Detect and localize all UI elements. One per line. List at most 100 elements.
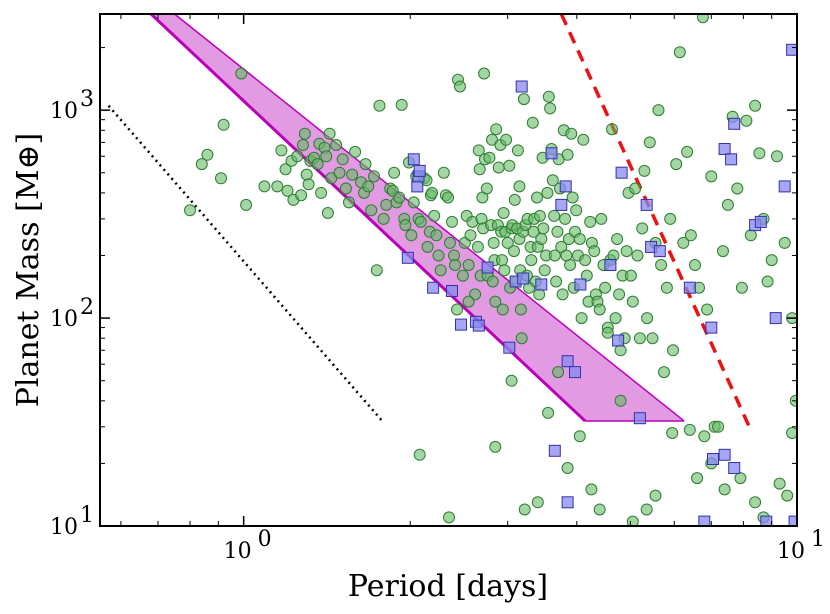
square-point	[411, 180, 424, 193]
circle-point	[735, 281, 748, 294]
circle-point	[689, 259, 701, 271]
circle-point	[414, 215, 427, 228]
circle-point	[611, 233, 624, 245]
x-tick-exponent: 1	[811, 527, 825, 552]
circle-point	[240, 198, 253, 211]
circle-point	[614, 394, 627, 407]
circle-point	[201, 148, 214, 161]
circle-point	[271, 180, 284, 193]
circle-point	[320, 150, 333, 163]
circle-point	[721, 198, 734, 211]
circle-point	[492, 161, 505, 174]
circle-point	[606, 123, 618, 136]
circle-point	[330, 139, 343, 151]
circle-point	[279, 163, 292, 176]
circle-point	[577, 133, 590, 146]
circle-point	[315, 186, 328, 199]
circle-point	[184, 204, 196, 217]
circle-point	[731, 182, 744, 195]
circle-point	[496, 303, 509, 316]
circle-point	[430, 229, 443, 242]
circle-point	[781, 489, 794, 502]
square-point	[612, 334, 625, 347]
circle-point	[487, 236, 500, 249]
square-point	[705, 321, 718, 334]
circle-point	[584, 215, 597, 228]
circle-point	[503, 159, 516, 172]
circle-point	[339, 182, 352, 195]
circle-point	[295, 189, 308, 202]
circle-point	[449, 259, 461, 271]
square-point	[515, 80, 528, 93]
square-point	[754, 215, 767, 228]
circle-point	[321, 207, 334, 219]
circle-point	[370, 264, 383, 277]
circle-point	[575, 312, 588, 325]
circle-point	[636, 222, 649, 235]
circle-point	[749, 99, 762, 112]
circle-point	[561, 148, 574, 161]
circle-point	[526, 116, 539, 129]
circle-point	[749, 496, 762, 509]
circle-point	[515, 332, 528, 345]
square-point	[569, 366, 581, 379]
circle-point	[195, 158, 208, 171]
x-axis-title: Period [days]	[348, 569, 548, 604]
y-tick-exponent: 3	[80, 87, 94, 112]
x-tick-exponent: 0	[258, 527, 272, 552]
circle-point	[580, 269, 593, 282]
circle-point	[399, 219, 412, 232]
circle-point	[349, 145, 362, 158]
circle-point	[599, 281, 612, 294]
circle-point	[428, 209, 441, 222]
circle-point	[325, 172, 338, 185]
circle-point	[377, 212, 390, 225]
circle-point	[258, 180, 271, 193]
circle-point	[365, 204, 378, 217]
circle-point	[718, 483, 731, 496]
circle-point	[514, 303, 527, 316]
circle-point	[302, 178, 315, 191]
circle-point	[556, 288, 569, 301]
circle-point	[561, 462, 574, 474]
circle-point	[701, 303, 714, 316]
circle-point	[588, 245, 601, 258]
circle-point	[393, 191, 406, 204]
circle-point	[684, 229, 697, 242]
circle-point	[275, 144, 288, 157]
circle-point	[471, 240, 484, 253]
circle-point	[624, 269, 637, 282]
circle-point	[744, 229, 757, 242]
y-tick-label: 10	[50, 515, 78, 540]
circle-point	[513, 180, 526, 193]
circle-point	[537, 222, 550, 235]
y-axis-title: Planet Mass [M⊕]	[11, 133, 46, 408]
circle-point	[734, 472, 747, 485]
square-point	[545, 147, 558, 160]
axis-ticks: 10 0 10 110 110 210 3	[50, 14, 825, 564]
square-point	[698, 515, 711, 526]
circle-point	[559, 212, 572, 225]
circle-point	[677, 236, 690, 249]
circle-point	[542, 90, 555, 103]
circle-point	[629, 182, 642, 195]
circle-point	[786, 427, 797, 439]
square-point	[401, 251, 414, 264]
circle-point	[464, 229, 477, 242]
square-point	[786, 43, 797, 56]
circle-point	[497, 207, 510, 219]
x-tick-label: 10	[224, 539, 252, 564]
square-point	[615, 166, 628, 179]
band-upper-edge	[149, 14, 587, 423]
circle-point	[235, 67, 248, 80]
circle-point	[640, 503, 653, 516]
circle-point	[432, 249, 445, 262]
square-point	[728, 117, 741, 130]
circle-point	[570, 204, 583, 217]
circle-point	[531, 496, 544, 509]
circle-point	[407, 196, 420, 209]
dashed-line	[559, 14, 751, 428]
square-point	[559, 180, 572, 193]
circle-point	[564, 259, 577, 271]
circle-point	[641, 312, 654, 325]
